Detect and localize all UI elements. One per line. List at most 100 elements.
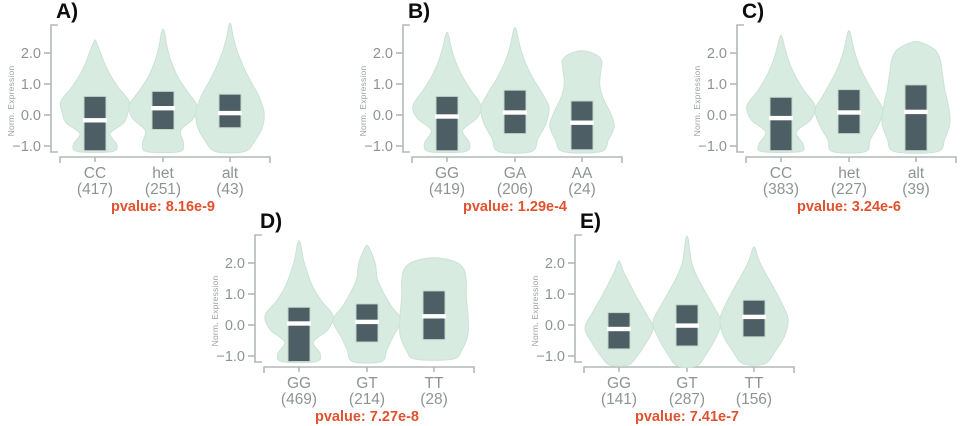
y-tick-label: 1.0 [373, 77, 393, 93]
y-tick-label: 2.0 [21, 46, 41, 62]
x-tick-label: GT [676, 375, 698, 392]
y-tick-label: 2.0 [373, 46, 393, 62]
panel-a-label: A) [56, 0, 79, 23]
iqr-box [904, 84, 928, 152]
violin-shape [412, 31, 482, 154]
count-label: (251) [145, 181, 181, 198]
x-axis-line [583, 366, 795, 373]
median-line [742, 314, 766, 320]
y-tick-label: 2.0 [545, 256, 565, 272]
violin-shape [195, 22, 265, 154]
iqr-box [151, 90, 175, 130]
y-tick-label: −1.0 [364, 139, 393, 155]
violin-shape [746, 34, 816, 153]
panel-e-plot: 2.0 1.0 0.0 −1.0 Norm. Expression GG(141) GT(2… [530, 234, 795, 425]
y-tick-label: −1.0 [12, 139, 41, 155]
pvalue-label: pvalue: 3.24e-6 [797, 199, 901, 215]
median-line [435, 114, 459, 119]
y-tick-label: 0.0 [21, 108, 41, 124]
y-tick-label: 1.0 [707, 77, 727, 93]
x-tick-label: het [152, 165, 174, 182]
iqr-box [769, 96, 793, 152]
y-tick-label: −1.0 [536, 349, 565, 365]
x-axis-line [745, 156, 957, 163]
median-line [675, 323, 699, 328]
median-line [607, 326, 631, 332]
panel-c: C) 2.0 1.0 0.0 −1.0 Norm. Expression CC (383) h… [686, 0, 960, 215]
x-axis-line [263, 366, 475, 373]
panel-a: A) 2.0 1.0 0.0 −1.0 Norm. Expression CC (417) h… [0, 0, 300, 215]
y-tick-label: 0.0 [373, 108, 393, 124]
count-label: (214) [349, 391, 385, 408]
x-tick-label: GG [607, 375, 631, 392]
panel-b: B) 2.0 1.0 0.0 −1.0 Norm. Expression GG (419) G… [352, 0, 652, 215]
y-tick-label: 0.0 [707, 108, 727, 124]
x-tick-label: GA [504, 165, 527, 182]
median-line [83, 118, 107, 123]
panel-c-label: C) [742, 0, 765, 23]
iqr-box [570, 100, 594, 151]
count-label: (24) [568, 181, 596, 198]
panel-e-label: E) [580, 210, 601, 233]
violin-shape [264, 240, 334, 364]
count-label: (383) [763, 181, 799, 198]
iqr-box [287, 306, 311, 363]
median-line [287, 321, 311, 326]
y-tick-label: 0.0 [225, 318, 245, 334]
pvalue-label: pvalue: 1.29e-4 [463, 199, 567, 215]
count-label: (287) [669, 391, 705, 408]
x-tick-label: TT [745, 375, 764, 392]
y-tick-label: 0.0 [545, 318, 565, 334]
y-axis-title: Norm. Expression [358, 66, 368, 137]
pvalue-label: pvalue: 7.27e-8 [315, 409, 419, 425]
y-axis-title: Norm. Expression [692, 66, 702, 137]
iqr-box [83, 95, 107, 152]
y-axis-line [736, 24, 744, 153]
y-axis-title: Norm. Expression [530, 276, 540, 347]
median-line [422, 314, 446, 319]
count-label: (156) [736, 391, 772, 408]
panel-b-label: B) [408, 0, 431, 23]
y-axis-line [254, 234, 262, 363]
count-label: (141) [601, 391, 637, 408]
panel-d: D) 2.0 1.0 0.0 −1.0 Norm. Expression GG (469) G… [204, 210, 504, 425]
x-tick-label: alt [222, 165, 239, 182]
x-axis-line [59, 156, 271, 163]
pvalue-label: pvalue: 7.41e-7 [635, 409, 739, 425]
y-tick-label: 1.0 [21, 77, 41, 93]
violin-shape [652, 235, 722, 368]
x-tick-label: GG [435, 165, 459, 182]
y-tick-label: −1.0 [216, 349, 245, 365]
median-line [904, 109, 928, 115]
count-label: (206) [497, 181, 533, 198]
y-tick-label: 1.0 [545, 287, 565, 303]
y-tick-label: 2.0 [707, 46, 727, 62]
violin-shape [128, 28, 198, 154]
median-line [151, 106, 175, 111]
panel-c-plot: 2.0 1.0 0.0 −1.0 Norm. Expression CC(383) het (… [692, 24, 957, 215]
pvalue-label: pvalue: 8.16e-9 [111, 199, 215, 215]
y-tick-label: −1.0 [698, 139, 727, 155]
y-axis-line [50, 24, 58, 153]
y-axis-title: Norm. Expression [210, 276, 220, 347]
count-label: (469) [281, 391, 317, 408]
x-tick-label: het [838, 165, 860, 182]
panel-e: E) 2.0 1.0 0.0 −1.0 Norm. Expression GG (141) G… [524, 210, 824, 425]
iqr-box [435, 95, 459, 152]
median-line [570, 120, 594, 125]
y-axis-title: Norm. Expression [6, 66, 16, 137]
x-tick-label: CC [770, 165, 792, 182]
count-label: (417) [77, 181, 113, 198]
count-label: (39) [902, 181, 930, 198]
median-line [837, 110, 861, 115]
count-label: (419) [429, 181, 465, 198]
x-tick-label: CC [84, 165, 106, 182]
x-tick-label: GG [287, 375, 311, 392]
count-label: (28) [420, 391, 448, 408]
y-tick-label: 1.0 [225, 287, 245, 303]
x-tick-label: TT [425, 375, 444, 392]
count-label: (43) [216, 181, 244, 198]
x-tick-label: alt [908, 165, 925, 182]
